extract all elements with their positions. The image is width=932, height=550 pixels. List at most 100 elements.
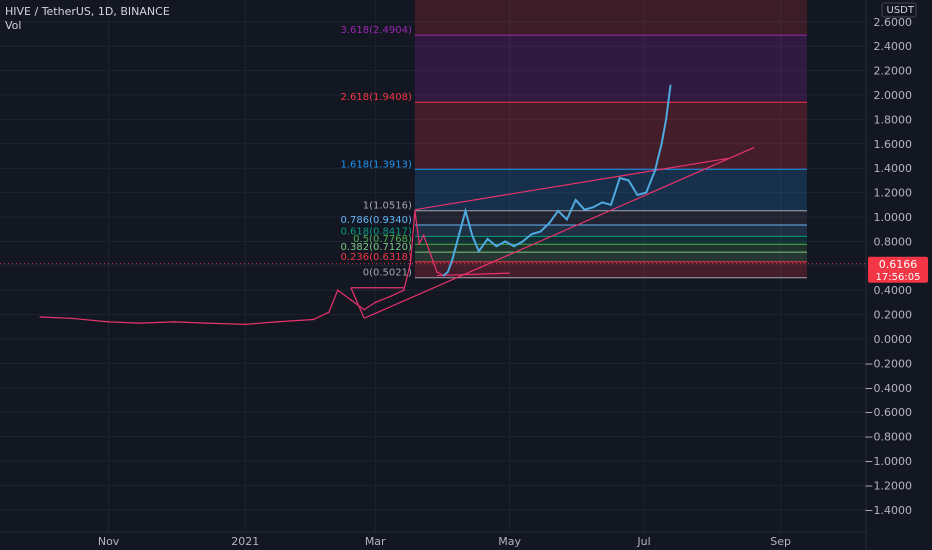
fib-zone	[414, 225, 807, 237]
series-point	[669, 84, 672, 87]
symbol-title[interactable]: HIVE / TetherUS, 1D, BINANCE	[5, 5, 170, 18]
series-point	[429, 252, 432, 255]
fib-level-label: 0.382(0.7120)	[340, 242, 412, 253]
series-point	[471, 234, 473, 237]
last-price-tag	[868, 256, 928, 283]
trendline[interactable]	[414, 157, 728, 211]
series-point	[557, 210, 559, 212]
currency-label-box	[881, 2, 917, 18]
series-point	[447, 271, 449, 273]
series-point	[336, 289, 339, 292]
price-tick-label: −0.4000	[864, 382, 912, 395]
series-point	[660, 143, 663, 145]
currency-label[interactable]: USDT	[887, 5, 915, 16]
series-point	[645, 191, 648, 194]
series-point	[350, 299, 352, 301]
series-point	[486, 238, 489, 240]
price-tick-label: 1.8000	[874, 113, 913, 126]
price-tick-label: 2.2000	[874, 65, 913, 78]
time-tick-label: 2021	[231, 535, 259, 548]
series-point	[618, 177, 621, 179]
series-point	[244, 323, 247, 326]
last-price-value: 0.6166	[879, 258, 918, 271]
series-point	[403, 289, 405, 292]
fib-zone	[414, 252, 807, 262]
volume-indicator-label[interactable]: Vol	[5, 19, 22, 32]
series-point	[173, 321, 176, 323]
fib-level-label: 2.618(1.9408)	[340, 92, 412, 103]
series-point	[601, 201, 603, 204]
price-tick-label: 1.4000	[874, 162, 913, 175]
series-point	[363, 308, 365, 311]
fib-zone-top	[414, 0, 807, 36]
fib-zone	[414, 244, 807, 253]
series-point	[442, 274, 445, 277]
series-point	[464, 210, 467, 212]
series-point	[665, 118, 667, 121]
series-point	[328, 311, 330, 313]
trendline[interactable]	[350, 287, 365, 319]
fib-level-label: 1.618(1.3913)	[340, 159, 412, 170]
price-tick-label: 2.4000	[874, 40, 913, 53]
series-point	[504, 240, 507, 243]
series-point	[636, 194, 639, 196]
series-point	[566, 218, 568, 221]
time-tick-label: Mar	[365, 535, 386, 548]
series-point	[409, 262, 412, 265]
time-tick-label: Nov	[98, 535, 120, 548]
price-tick-label: 1.0000	[874, 211, 913, 224]
price-tick-label: 0.8000	[874, 235, 913, 248]
fib-level-label: 0.5(0.7768)	[353, 234, 412, 245]
fib-level-label: 0.618(0.8417)	[340, 226, 412, 237]
series-point	[548, 222, 551, 224]
trendline[interactable]	[436, 272, 510, 277]
series-point	[436, 271, 438, 273]
price-tick-label: −1.4000	[864, 504, 912, 517]
series-point	[477, 250, 480, 252]
price-tick-label: 1.6000	[874, 138, 913, 151]
series-point	[414, 210, 416, 212]
projection-path[interactable]	[442, 85, 672, 277]
series-point	[495, 245, 498, 248]
fib-level-label: 1(1.0516)	[363, 201, 412, 212]
price-tick-label: 0.4000	[874, 284, 913, 297]
fib-zone	[414, 35, 807, 103]
fib-zone	[414, 236, 807, 245]
time-tick-label: May	[498, 535, 521, 548]
series-point	[610, 204, 612, 206]
series-point	[451, 258, 454, 261]
fib-level-label: 0(0.5021)	[363, 268, 412, 279]
fib-level-label: 0.236(0.6318)	[340, 252, 412, 263]
fib-level-label: 3.618(2.4904)	[340, 25, 412, 36]
series-point	[513, 245, 515, 248]
price-tick-label: 1.2000	[874, 187, 913, 200]
series-point	[312, 318, 315, 321]
price-tick-label: −0.2000	[864, 357, 912, 370]
series-point	[107, 321, 110, 323]
series-point	[574, 199, 577, 201]
series-point	[458, 234, 460, 237]
price-tick-label: 2.6000	[874, 16, 913, 29]
series-point	[70, 317, 72, 320]
price-tick-label: 2.0000	[874, 89, 913, 102]
price-tick-label: −0.8000	[864, 431, 912, 444]
price-tick-label: 0.2000	[874, 309, 913, 322]
bar-countdown: 17:56:05	[876, 272, 921, 283]
time-tick-label: Jul	[636, 535, 650, 548]
price-tick-label: −0.6000	[864, 406, 912, 419]
price-tick-label: −1.0000	[864, 455, 912, 468]
series-point	[592, 206, 595, 209]
trendline[interactable]	[363, 146, 755, 319]
series-point	[138, 322, 141, 324]
fib-zone	[414, 210, 807, 226]
fib-zone	[414, 261, 807, 278]
fib-zone	[414, 102, 807, 170]
series-point	[389, 295, 392, 298]
series-point	[539, 230, 542, 233]
series-point	[418, 243, 421, 245]
series-point	[39, 316, 42, 318]
price-tick-label: 0.0000	[874, 333, 913, 346]
series-point	[530, 233, 533, 235]
